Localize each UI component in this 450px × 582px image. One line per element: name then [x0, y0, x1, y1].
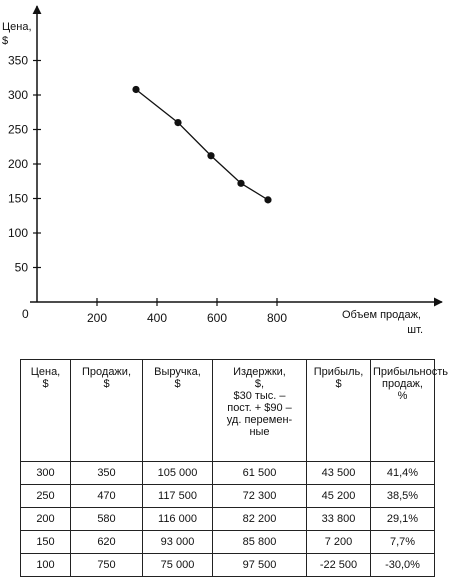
table-cell: 45 200 — [306, 484, 371, 508]
x-tick-label: 600 — [207, 311, 227, 325]
x-axis-label: Объем продаж, шт. — [342, 309, 423, 336]
y-tick-label: 50 — [15, 261, 29, 275]
table-cell: 38,5% — [370, 484, 435, 508]
table-cell: 61 500 — [212, 461, 307, 485]
x-tick-label: 200 — [87, 311, 107, 325]
table-cell: 150 — [20, 530, 71, 554]
table-cell: 85 800 — [212, 530, 307, 554]
table-cell: 41,4% — [370, 461, 435, 485]
table-cell: 7 200 — [306, 530, 371, 554]
table-cell: 100 — [20, 553, 71, 577]
table-cell: -30,0% — [370, 553, 435, 577]
table-cell: 72 300 — [212, 484, 307, 508]
table-cell: -22 500 — [306, 553, 371, 577]
data-point — [237, 179, 245, 187]
table-row: 100 750 75 000 97 500 -22 500 -30,0% — [20, 553, 435, 577]
price-volume-chart: 50 100 150 200 250 300 350 200 400 600 800 0 Цена… — [2, 5, 443, 336]
table-cell: 97 500 — [212, 553, 307, 577]
table-cell: 105 000 — [142, 461, 213, 485]
table-cell: 620 — [70, 530, 143, 554]
table-cell: 300 — [20, 461, 71, 485]
table-cell: 82 200 — [212, 507, 307, 531]
x-tick-label: 400 — [147, 311, 167, 325]
table-cell: 750 — [70, 553, 143, 577]
table-cell: 117 500 — [142, 484, 213, 508]
column-header: Цена, $ — [20, 359, 71, 462]
x-tick-label: 800 — [267, 311, 287, 325]
y-tick-label: 150 — [8, 192, 28, 206]
data-point — [264, 196, 272, 204]
table-cell: 350 — [70, 461, 143, 485]
series-line — [135, 88, 269, 201]
table-cell: 470 — [70, 484, 143, 508]
table-cell: 580 — [70, 507, 143, 531]
data-point — [132, 85, 140, 94]
column-header: Прибыль, $ — [306, 359, 371, 462]
table-row: 200 580 116 000 82 200 33 800 29,1% — [20, 507, 435, 531]
table-row: 300 350 105 000 61 500 43 500 41,4% — [20, 461, 435, 485]
table-cell: 116 000 — [142, 507, 213, 531]
table-row: 150 620 93 000 85 800 7 200 7,7% — [20, 530, 435, 554]
table-cell: 75 000 — [142, 553, 213, 577]
origin-label: 0 — [22, 307, 29, 321]
y-tick-label: 350 — [8, 54, 28, 68]
table-cell: 33 800 — [306, 507, 371, 531]
table-row: 250 470 117 500 72 300 45 200 38,5% — [20, 484, 435, 508]
column-header: Выручка, $ — [142, 359, 213, 462]
column-header: Прибыльность продаж,% — [370, 359, 448, 462]
y-tick-label: 300 — [8, 88, 28, 102]
y-tick-label: 100 — [8, 226, 28, 240]
column-header: Издержки, $, $30 тыс. – пост. + $90 – уд. пе… — [212, 359, 307, 462]
data-point — [174, 119, 182, 127]
data-point — [207, 152, 215, 160]
table-cell: 7,7% — [370, 530, 435, 554]
table-header-row: Цена, $ Продажи, $ Выручка, $ Издержки, $, $30 т… — [20, 359, 448, 462]
y-axis-label: Цена, $ — [2, 21, 32, 47]
table-cell: 200 — [20, 507, 71, 531]
table-cell: 93 000 — [142, 530, 213, 554]
y-tick-label: 200 — [8, 157, 28, 171]
sales-table: Цена, $ Продажи, $ Выручка, $ Издержки, $, $30 т… — [20, 359, 448, 577]
column-header: Продажи, $ — [70, 359, 143, 462]
table-cell: 43 500 — [306, 461, 371, 485]
table-cell: 29,1% — [370, 507, 435, 531]
table-cell: 250 — [20, 484, 71, 508]
y-tick-label: 250 — [8, 123, 28, 137]
